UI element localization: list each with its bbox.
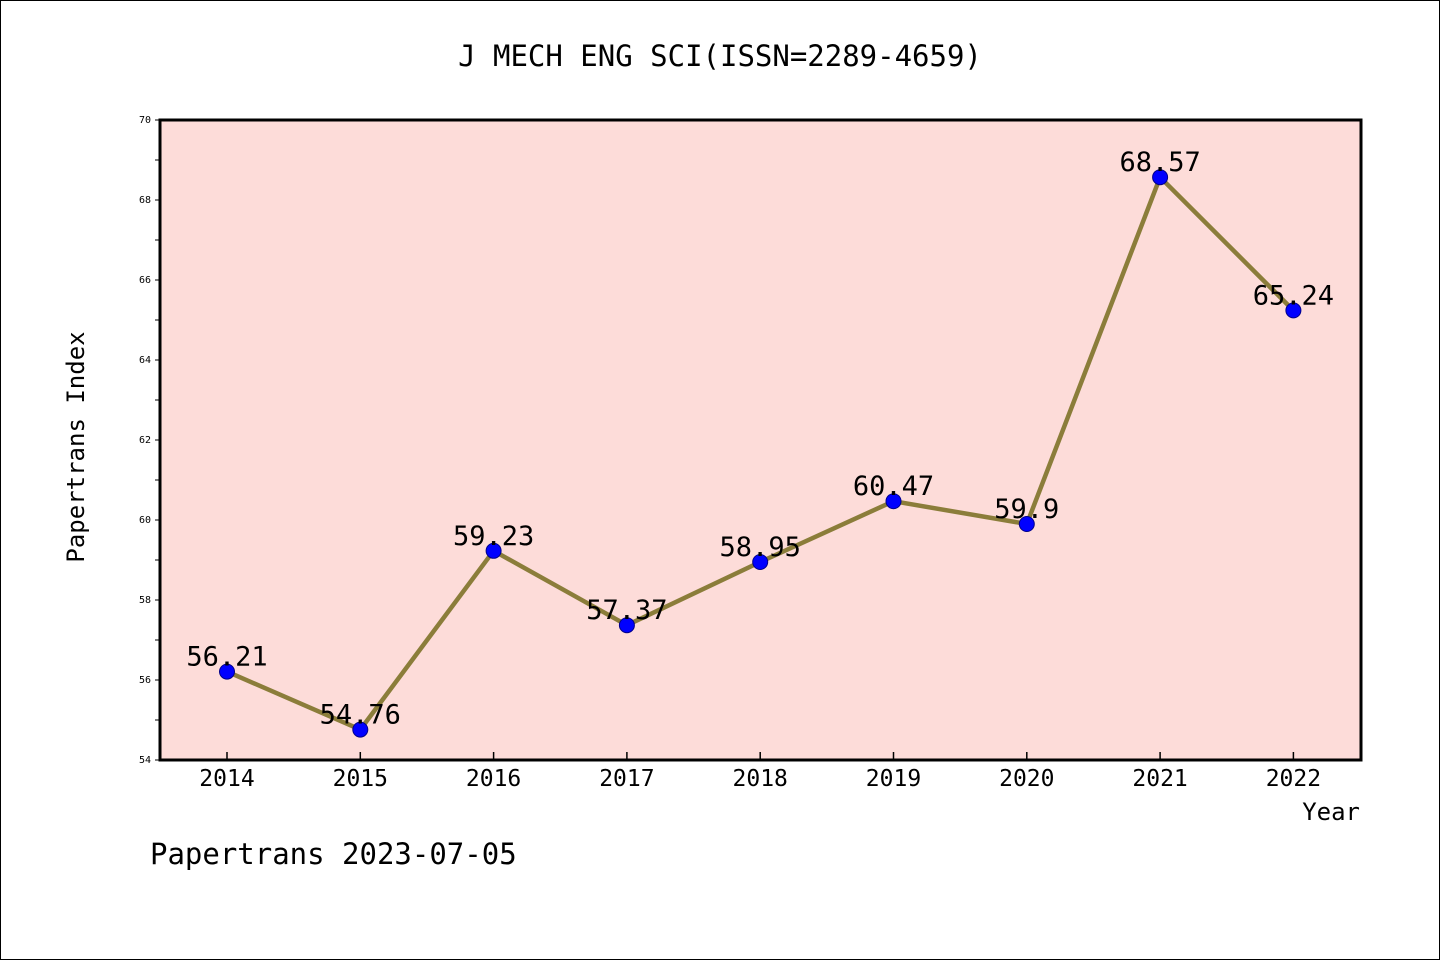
x-tick-label: 2022 xyxy=(1266,766,1321,792)
y-tick-label: 54 xyxy=(139,755,151,766)
data-label: 58.95 xyxy=(720,532,801,563)
x-tick-label: 2014 xyxy=(199,766,254,792)
y-tick-label: 62 xyxy=(139,435,151,446)
data-label: 65.24 xyxy=(1253,280,1334,311)
x-tick-label: 2018 xyxy=(733,766,788,792)
x-axis-label: Year xyxy=(1302,798,1360,826)
data-point xyxy=(219,663,235,680)
data-point xyxy=(618,617,635,634)
chart-title: J MECH ENG SCI(ISSN=2289-4659) xyxy=(458,39,982,73)
data-label: 60.47 xyxy=(853,471,934,502)
x-tick-label: 2021 xyxy=(1132,766,1187,792)
footer-date: Papertrans 2023-07-05 xyxy=(150,837,517,871)
data-label: 54.76 xyxy=(320,700,401,731)
x-tick-label: 2019 xyxy=(866,766,921,792)
x-tick-label: 2020 xyxy=(999,766,1054,792)
chart-marks: 54 56 58 60 62 64 66 68 70 2014 2015 2016 2017 2018 20… xyxy=(139,115,1334,792)
x-tick-label: 2015 xyxy=(333,766,388,792)
y-tick-label: 56 xyxy=(139,675,151,686)
y-tick-label: 58 xyxy=(139,595,151,606)
data-label: 68.57 xyxy=(1119,147,1200,178)
y-axis-label: Papertrans Index xyxy=(62,331,90,562)
x-tick-label: 2016 xyxy=(466,766,521,792)
data-point xyxy=(1152,169,1169,186)
x-tick-label: 2017 xyxy=(599,766,654,792)
data-label: 59.9 xyxy=(994,494,1059,525)
plot-border xyxy=(158,118,1363,762)
data-point xyxy=(885,493,902,510)
y-tick-label: 70 xyxy=(139,115,151,126)
data-label: 56.21 xyxy=(186,642,267,673)
plot-area xyxy=(160,120,1361,760)
data-point xyxy=(485,542,502,559)
data-point xyxy=(752,554,769,570)
y-tick-label: 64 xyxy=(139,355,151,366)
data-point xyxy=(1018,516,1035,532)
y-tick-label: 66 xyxy=(139,275,151,286)
y-tick-label: 60 xyxy=(139,515,151,526)
y-tick-label: 68 xyxy=(139,195,151,206)
data-point xyxy=(352,721,369,738)
data-label: 57.37 xyxy=(586,595,667,626)
data-label: 59.23 xyxy=(453,521,534,552)
data-point xyxy=(1285,302,1302,319)
